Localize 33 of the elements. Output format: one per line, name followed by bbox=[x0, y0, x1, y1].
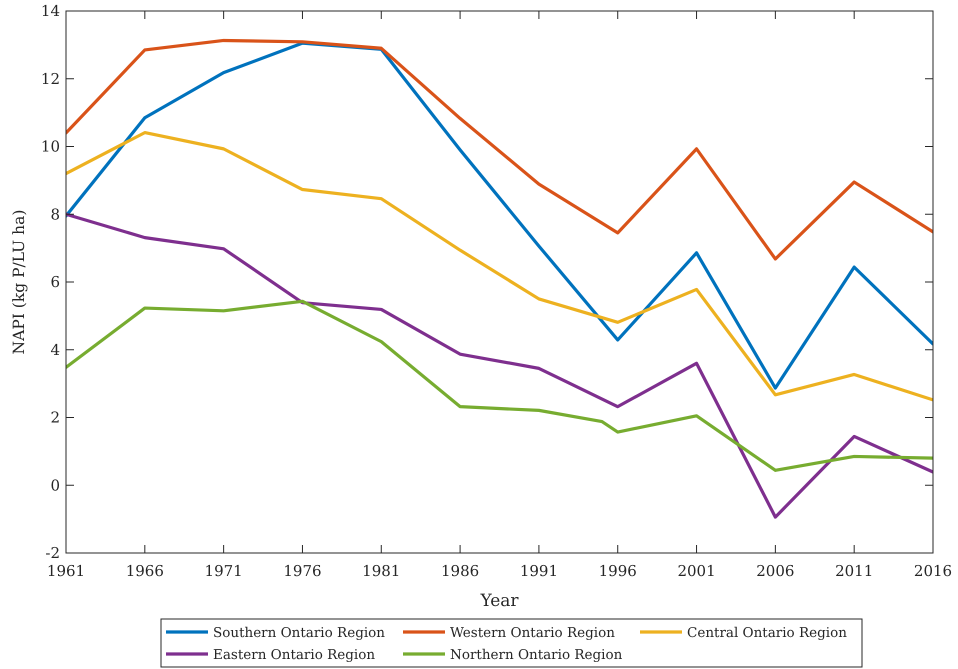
x-axis-title: Year bbox=[479, 591, 520, 611]
y-tick-label: 14 bbox=[40, 2, 60, 20]
x-tick-label: 2011 bbox=[835, 562, 874, 580]
y-axis-title: NAPI (kg P/LU ha) bbox=[10, 210, 28, 354]
x-tick-label: 1991 bbox=[520, 562, 558, 580]
legend-label: Eastern Ontario Region bbox=[213, 647, 376, 663]
y-tick-label: 2 bbox=[50, 408, 60, 426]
y-tick-label: 0 bbox=[50, 476, 60, 494]
line-series bbox=[66, 212, 933, 519]
x-tick-label: 1961 bbox=[46, 562, 86, 580]
x-tick-label: 1971 bbox=[204, 562, 243, 580]
line-series bbox=[66, 300, 933, 472]
y-tick-label: 12 bbox=[40, 70, 60, 88]
line-series bbox=[66, 42, 933, 390]
x-tick-label: 1966 bbox=[126, 562, 164, 580]
legend-label: Western Ontario Region bbox=[450, 625, 616, 641]
x-tick-label: 1986 bbox=[440, 562, 480, 580]
x-tick-label: 2001 bbox=[677, 562, 716, 580]
y-tick-label: 4 bbox=[50, 340, 60, 359]
x-tick-label: 1996 bbox=[598, 562, 637, 580]
x-tick-label: 1976 bbox=[283, 562, 322, 580]
line-series bbox=[66, 131, 933, 402]
y-tick-label: -2 bbox=[45, 544, 60, 562]
x-tick-label: 1981 bbox=[362, 562, 400, 580]
x-tick-label: 2016 bbox=[914, 562, 952, 580]
y-tick-label: 8 bbox=[50, 205, 60, 224]
legend-label: Central Ontario Region bbox=[687, 625, 848, 641]
y-tick-label: 10 bbox=[40, 138, 60, 156]
y-tick-label: 6 bbox=[50, 273, 60, 291]
line-series bbox=[66, 38, 933, 261]
legend-label: Southern Ontario Region bbox=[213, 625, 386, 641]
x-tick-label: 2006 bbox=[756, 562, 794, 580]
legend-label: Northern Ontario Region bbox=[450, 647, 623, 663]
